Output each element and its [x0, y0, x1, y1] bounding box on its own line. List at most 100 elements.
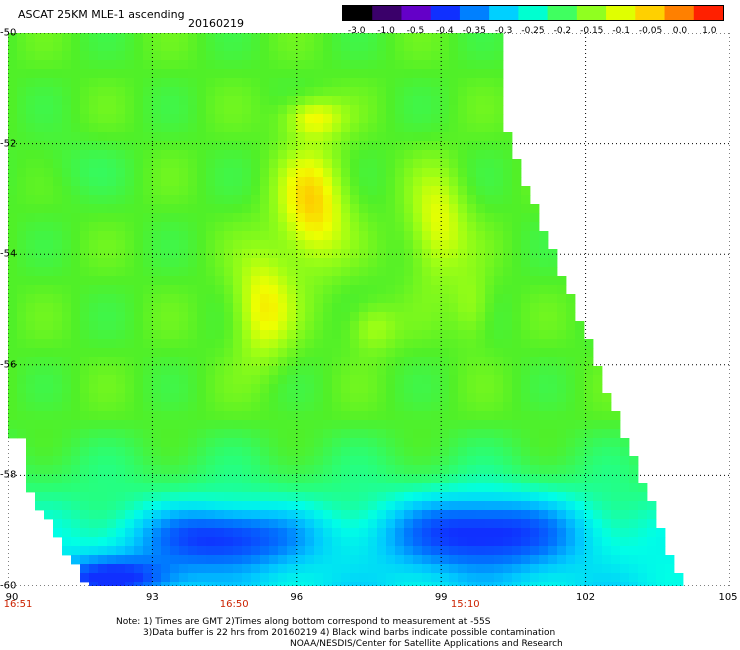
- swath-cell: [458, 276, 468, 286]
- swath-cell: [206, 51, 216, 61]
- swath-cell: [242, 195, 252, 205]
- swath-cell: [161, 123, 171, 133]
- swath-cell: [431, 447, 441, 457]
- swath-cell: [476, 222, 486, 232]
- swath-cell: [170, 69, 180, 79]
- swath-cell: [431, 177, 441, 187]
- swath-cell: [134, 420, 144, 430]
- swath-cell: [476, 330, 486, 340]
- swath-cell: [548, 267, 558, 277]
- swath-cell: [314, 402, 324, 412]
- swath-cell: [215, 375, 225, 385]
- swath-cell: [269, 456, 279, 466]
- swath-cell: [71, 474, 81, 484]
- swath-cell: [584, 492, 594, 502]
- swath-cell: [404, 375, 414, 385]
- swath-cell: [530, 330, 540, 340]
- swath-cell: [539, 285, 549, 295]
- swath-cell: [35, 87, 45, 97]
- swath-cell: [188, 60, 198, 70]
- swath-cell: [242, 348, 252, 358]
- swath-cell: [485, 357, 495, 367]
- swath-cell: [359, 105, 369, 115]
- swath-cell: [233, 339, 243, 349]
- swath-cell: [89, 321, 99, 331]
- swath-cell: [8, 276, 18, 286]
- swath-cell: [269, 420, 279, 430]
- swath-cell: [350, 573, 360, 583]
- swath-cell: [260, 150, 270, 160]
- swath-cell: [665, 573, 675, 583]
- swath-cell: [530, 582, 540, 586]
- swath-cell: [233, 411, 243, 421]
- swath-cell: [44, 411, 54, 421]
- swath-cell: [206, 429, 216, 439]
- swath-cell: [521, 375, 531, 385]
- swath-cell: [71, 483, 81, 493]
- swath-cell: [422, 420, 432, 430]
- swath-cell: [314, 276, 324, 286]
- swath-cell: [107, 330, 117, 340]
- swath-cell: [512, 465, 522, 475]
- swath-cell: [359, 33, 369, 43]
- swath-cell: [359, 312, 369, 322]
- swath-cell: [350, 528, 360, 538]
- swath-cell: [251, 402, 261, 412]
- swath-cell: [116, 483, 126, 493]
- swath-cell: [485, 231, 495, 241]
- swath-cell: [215, 429, 225, 439]
- swath-cell: [323, 474, 333, 484]
- swath-cell: [116, 546, 126, 556]
- swath-cell: [512, 402, 522, 412]
- swath-cell: [26, 87, 36, 97]
- swath-cell: [665, 564, 675, 574]
- swath-cell: [161, 87, 171, 97]
- swath-cell: [80, 312, 90, 322]
- swath-cell: [80, 393, 90, 403]
- swath-cell: [314, 249, 324, 259]
- swath-cell: [242, 393, 252, 403]
- swath-cell: [530, 519, 540, 529]
- swath-cell: [530, 384, 540, 394]
- swath-cell: [314, 105, 324, 115]
- swath-cell: [260, 330, 270, 340]
- swath-cell: [395, 249, 405, 259]
- swath-cell: [332, 231, 342, 241]
- swath-cell: [494, 150, 504, 160]
- swath-cell: [89, 114, 99, 124]
- swath-cell: [278, 51, 288, 61]
- swath-cell: [260, 141, 270, 151]
- swath-cell: [188, 357, 198, 367]
- swath-cell: [584, 411, 594, 421]
- swath-cell: [593, 492, 603, 502]
- swath-cell: [278, 411, 288, 421]
- swath-cell: [278, 123, 288, 133]
- swath-cell: [107, 321, 117, 331]
- swath-cell: [332, 375, 342, 385]
- swath-cell: [386, 231, 396, 241]
- swath-cell: [440, 303, 450, 313]
- swath-cell: [107, 249, 117, 259]
- swath-cell: [179, 186, 189, 196]
- swath-cell: [512, 303, 522, 313]
- swath-cell: [107, 105, 117, 115]
- swath-cell: [116, 510, 126, 520]
- swath-cell: [53, 366, 63, 376]
- swath-cell: [134, 375, 144, 385]
- swath-cell: [413, 528, 423, 538]
- swath-cell: [170, 357, 180, 367]
- swath-cell: [296, 150, 306, 160]
- swath-cell: [386, 141, 396, 151]
- swath-cell: [413, 285, 423, 295]
- swath-cell: [584, 357, 594, 367]
- swath-cell: [287, 357, 297, 367]
- swath-cell: [107, 168, 117, 178]
- swath-cell: [26, 51, 36, 61]
- swath-cell: [8, 123, 18, 133]
- swath-cell: [395, 555, 405, 565]
- swath-cell: [71, 330, 81, 340]
- swath-cell: [413, 564, 423, 574]
- swath-cell: [584, 438, 594, 448]
- swath-cell: [152, 87, 162, 97]
- swath-cell: [125, 249, 135, 259]
